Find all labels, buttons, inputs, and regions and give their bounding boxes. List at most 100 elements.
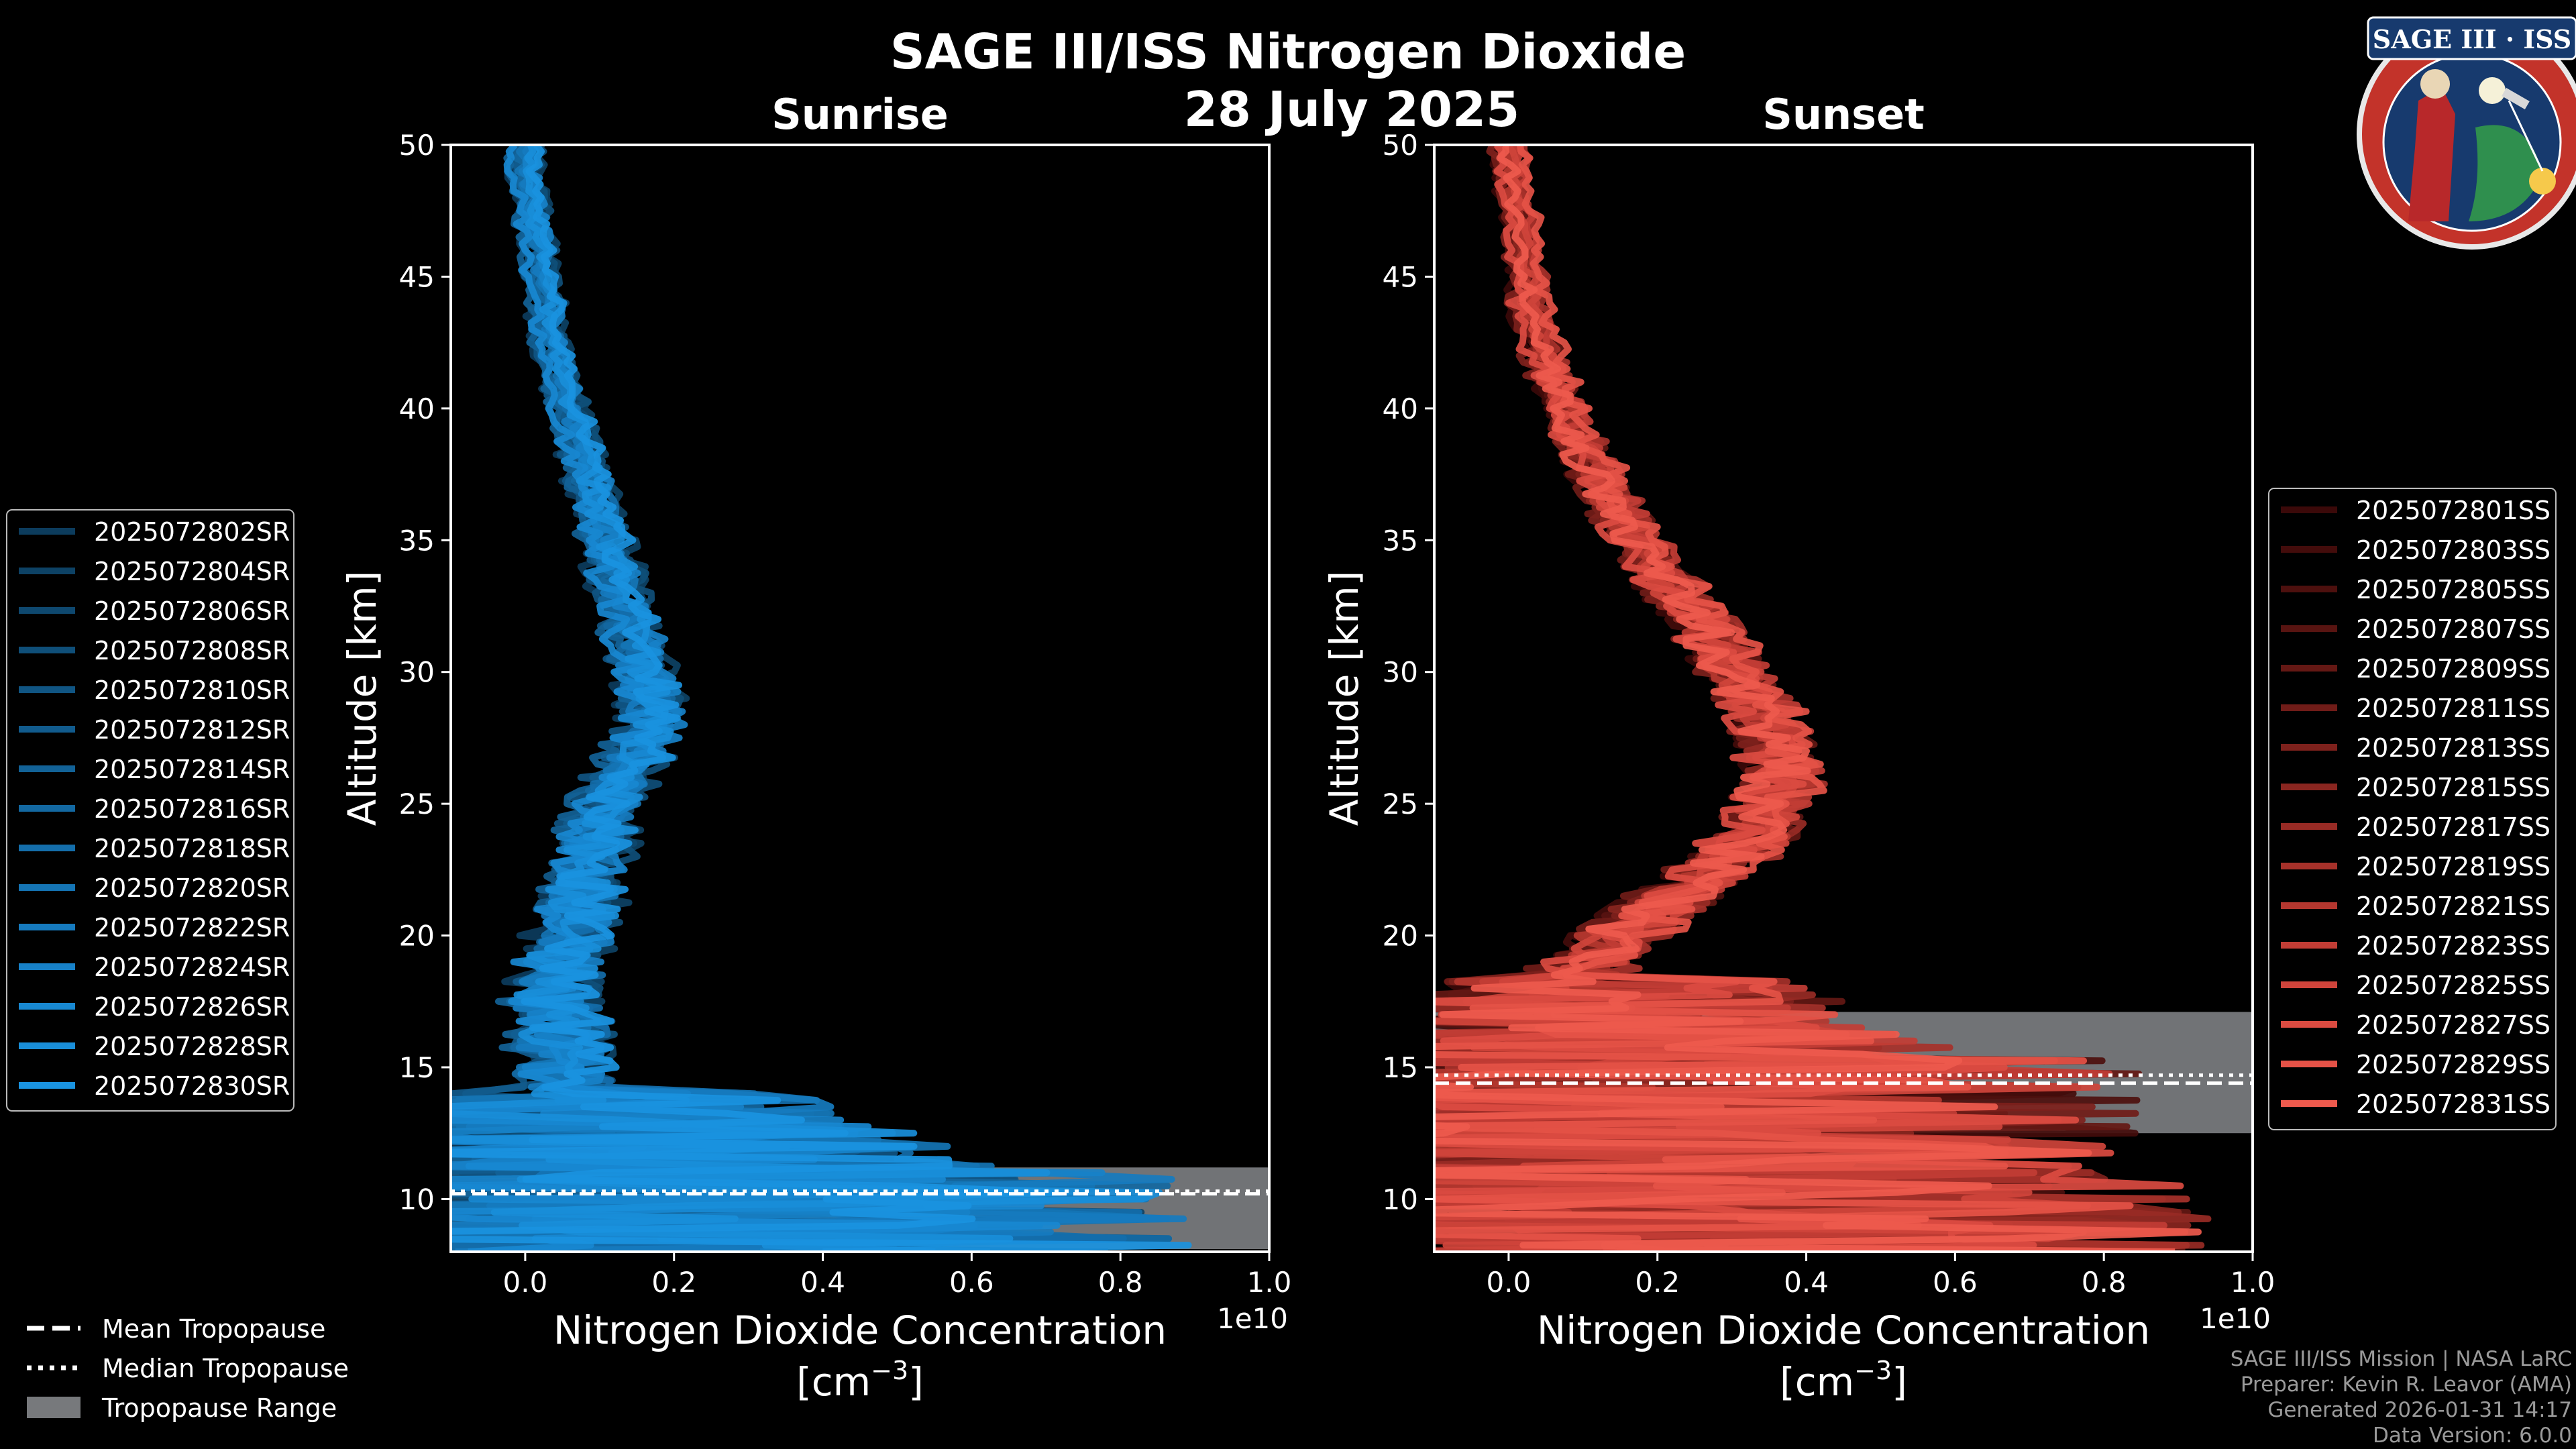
sunrise-y-tick-label: 50 xyxy=(399,129,435,162)
sunrise-x-tick-label: 0.4 xyxy=(800,1266,845,1299)
sunset-y-tick-label: 30 xyxy=(1383,656,1418,689)
sunrise-xlabel-unit: [cm−3] xyxy=(796,1356,924,1405)
sunrise-ylabel: Altitude [km] xyxy=(339,571,385,826)
sunrise-title: Sunrise xyxy=(771,90,949,139)
sunrise-legend-label: 2025072816SR xyxy=(94,794,290,824)
logo-name: SAGE III · ISS xyxy=(2373,24,2571,54)
sunrise-legend-label: 2025072830SR xyxy=(94,1071,290,1101)
sunrise-legend-label: 2025072804SR xyxy=(94,557,290,586)
sunset-legend-label: 2025072803SS xyxy=(2356,535,2551,565)
sunrise-profile-line xyxy=(451,145,1113,1252)
mean-tropopause-label: Mean Tropopause xyxy=(102,1314,325,1344)
sunrise-profile-line xyxy=(451,145,1171,1252)
sunrise-xlabel: Nitrogen Dioxide Concentration xyxy=(553,1307,1167,1353)
sunrise-legend-label: 2025072824SR xyxy=(94,953,290,982)
sunset-x-tick-label: 1.0 xyxy=(2231,1266,2275,1299)
sunrise-x-tick-label: 0.2 xyxy=(651,1266,696,1299)
sunrise-legend-label: 2025072826SR xyxy=(94,992,290,1022)
sunrise-legend-label: 2025072808SR xyxy=(94,636,290,665)
sunset-x-tick-label: 0.6 xyxy=(1933,1266,1978,1299)
sunset-axes-frame xyxy=(1433,144,2254,1253)
sunset-xlabel: Nitrogen Dioxide Concentration xyxy=(1537,1307,2150,1353)
sunrise-legend-label: 2025072814SR xyxy=(94,755,290,784)
sunset-legend-label: 2025072819SS xyxy=(2356,852,2551,881)
sunrise-profile-line xyxy=(451,145,1187,1252)
sunrise-profile-line xyxy=(451,145,1061,1252)
tropopause-legend: Mean Tropopause Median Tropopause Tropop… xyxy=(27,1314,349,1423)
sunset-y-tick-label: 50 xyxy=(1383,129,1418,162)
sunset-y-tick-label: 40 xyxy=(1383,392,1418,425)
sunrise-legend-label: 2025072812SR xyxy=(94,715,290,745)
sunrise-y-tick-label: 15 xyxy=(399,1051,435,1084)
logo-face-icon xyxy=(2420,69,2450,99)
sunset-legend-label: 2025072815SS xyxy=(2356,773,2551,802)
tropopause-range-label: Tropopause Range xyxy=(101,1393,337,1423)
credit-preparer: Preparer: Kevin R. Leavor (AMA) xyxy=(2241,1373,2572,1397)
sunrise-y-tick-label: 30 xyxy=(399,656,435,689)
sunset-x-tick-label: 0.0 xyxy=(1487,1266,1532,1299)
sunset-y-tick-label: 20 xyxy=(1383,920,1418,953)
sunrise-profile-line xyxy=(451,145,1172,1252)
sunset-x-tick-label: 0.2 xyxy=(1635,1266,1680,1299)
sunset-legend-label: 2025072825SS xyxy=(2356,971,2551,1000)
sunrise-profile-line xyxy=(451,145,1108,1252)
sunset-y-tick-label: 15 xyxy=(1383,1051,1418,1084)
sunset-legend: 2025072801SS 2025072803SS 2025072805SS 2025… xyxy=(2268,488,2557,1130)
sunset-x-multiplier: 1e10 xyxy=(2200,1302,2271,1335)
sage-iii-iss-logo: SAGE III · ISS xyxy=(2357,16,2576,250)
sunset-legend-label: 2025072807SS xyxy=(2356,614,2551,644)
sunset-legend-label: 2025072811SS xyxy=(2356,694,2551,723)
sunrise-legend-label: 2025072820SR xyxy=(94,873,290,903)
sunrise-legend-label: 2025072810SR xyxy=(94,676,290,705)
credit-data-version: Data Version: 6.0.0 xyxy=(2373,1424,2572,1448)
sunrise-axes-frame xyxy=(449,144,1271,1253)
sunset-title: Sunset xyxy=(1762,90,1925,139)
sunrise-y-tick-label: 40 xyxy=(399,392,435,425)
sunrise-x-multiplier: 1e10 xyxy=(1217,1302,1288,1335)
sunset-legend-label: 2025072817SS xyxy=(2356,812,2551,842)
sunrise-legend-box xyxy=(6,509,294,1112)
sunrise-x-tick-label: 0.8 xyxy=(1098,1266,1143,1299)
sunset-legend-label: 2025072805SS xyxy=(2356,575,2551,604)
logo-earth-icon xyxy=(2469,125,2542,221)
sunrise-x-tick-label: 1.0 xyxy=(1247,1266,1292,1299)
credit-mission: SAGE III/ISS Mission | NASA LaRC xyxy=(2231,1347,2572,1371)
sunset-panel: Sunset 0.0 0.2 0.4 0.6 0.8 1.0 10 15 20 25 30 35 40 4… xyxy=(1322,90,2275,1405)
credit-generated: Generated 2026-01-31 14:17 xyxy=(2267,1398,2572,1422)
sunset-legend-label: 2025072827SS xyxy=(2356,1010,2551,1040)
figure-date: 28 July 2025 xyxy=(1184,81,1519,138)
logo-beam-icon xyxy=(2508,100,2544,172)
sunset-legend-label: 2025072831SS xyxy=(2356,1089,2551,1119)
sunset-profile-line xyxy=(1434,145,2202,1252)
logo-moon-icon xyxy=(2479,77,2506,104)
sunrise-y-tick-label: 45 xyxy=(399,260,435,293)
sunset-legend-label: 2025072829SS xyxy=(2356,1050,2551,1079)
sunrise-y-tick-label: 35 xyxy=(399,524,435,557)
sunrise-profile-line xyxy=(451,145,1173,1252)
sunset-legend-label: 2025072809SS xyxy=(2356,654,2551,684)
logo-station-icon xyxy=(2502,87,2530,110)
sunrise-y-tick-label: 25 xyxy=(399,788,435,820)
logo-sun-icon xyxy=(2529,168,2556,195)
sunrise-y-tick-label: 20 xyxy=(399,920,435,953)
sunrise-panel: Sunrise 0.0 0.2 0.4 0.6 0.8 1.0 10 15 20 25 30 35 40… xyxy=(339,90,1292,1405)
sunset-y-tick-label: 25 xyxy=(1383,788,1418,820)
tropopause-range-swatch xyxy=(27,1397,80,1418)
figure-title: SAGE III/ISS Nitrogen Dioxide xyxy=(890,23,1686,80)
sunset-x-tick-label: 0.8 xyxy=(2082,1266,2127,1299)
sunrise-x-tick-label: 0.0 xyxy=(503,1266,548,1299)
sunrise-profile-line xyxy=(451,145,1142,1252)
sunrise-legend-label: 2025072802SR xyxy=(94,517,290,547)
sunset-x-tick-label: 0.4 xyxy=(1784,1266,1829,1299)
credits: SAGE III/ISS Mission | NASA LaRC Prepare… xyxy=(2231,1347,2572,1448)
sunrise-x-tick-label: 0.6 xyxy=(949,1266,994,1299)
sunrise-legend: 2025072802SR 2025072804SR 2025072806SR 2025… xyxy=(6,509,294,1112)
median-tropopause-label: Median Tropopause xyxy=(102,1354,349,1383)
sunset-ylabel: Altitude [km] xyxy=(1322,571,1367,826)
sunset-y-tick-label: 10 xyxy=(1383,1183,1418,1216)
sunset-xlabel-unit: [cm−3] xyxy=(1780,1356,1907,1405)
sunrise-legend-label: 2025072806SR xyxy=(94,596,290,626)
sunrise-legend-label: 2025072818SR xyxy=(94,834,290,863)
sunset-legend-label: 2025072813SS xyxy=(2356,733,2551,763)
